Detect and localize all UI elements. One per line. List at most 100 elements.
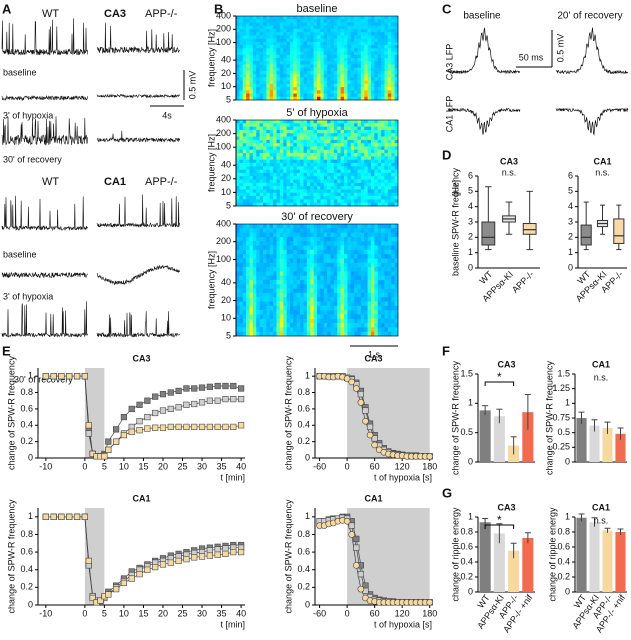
spectrogram-cell <box>269 267 274 272</box>
spectrogram-cell <box>310 22 314 26</box>
spectrogram-cell <box>337 48 341 52</box>
spectrogram-cell <box>269 54 274 59</box>
spectrogram-cell <box>266 139 271 144</box>
spectrogram-cell <box>320 16 325 20</box>
spectrogram-cell <box>296 87 301 91</box>
y-tick-label: 6 <box>568 170 573 180</box>
spectrogram-cell <box>357 176 362 180</box>
spectrogram-cell <box>313 90 318 94</box>
spectrogram-cell <box>360 61 365 65</box>
spectrogram-cell <box>354 236 358 242</box>
spectrogram-cell <box>239 305 244 311</box>
spectrogram-cell <box>323 249 328 255</box>
y-tick-label: 4 <box>568 201 573 211</box>
spectrogram-cell <box>263 254 267 259</box>
spectrogram-cell <box>290 159 294 164</box>
spectrogram-cell <box>344 70 348 75</box>
spectrogram-cell <box>300 28 304 33</box>
spectrogram-cell <box>303 156 308 160</box>
spectrogram-cell <box>381 67 385 72</box>
spectrogram-cell <box>340 271 345 276</box>
spectrogram-cell <box>242 192 247 197</box>
spectrogram-cell <box>266 189 271 194</box>
spectrogram-cell <box>330 51 335 56</box>
spectrogram-cell <box>381 318 385 324</box>
spectrogram-cell <box>387 45 392 49</box>
spectrogram-cell <box>320 28 325 33</box>
spectrogram-cell <box>374 176 379 180</box>
spectrogram-cell <box>340 146 345 151</box>
spectrogram-cell <box>279 301 284 307</box>
spectrogram-cell <box>347 172 352 177</box>
spectrogram-cell <box>391 249 395 255</box>
spectrogram-cell <box>371 35 375 39</box>
spectrogram-cell <box>381 301 385 307</box>
spectrogram-cell <box>323 310 328 315</box>
spectrogram-cell <box>371 331 375 337</box>
spectrogram-cell <box>381 143 385 147</box>
spectrogram-cell <box>347 232 352 238</box>
spectrogram-cell <box>344 331 348 337</box>
spectrogram-cell <box>242 323 247 328</box>
y-tick-label: 0.2 <box>20 436 33 446</box>
spectrogram-cell <box>273 172 277 177</box>
spectrogram-cell <box>296 202 301 207</box>
spectrogram-cell <box>371 77 375 81</box>
spectrogram-cell <box>364 123 368 127</box>
spectrogram-cell <box>276 28 281 33</box>
spectrogram-cell <box>249 123 254 127</box>
spectrogram-cell <box>344 310 348 315</box>
chart-title: CA3 <box>132 353 150 363</box>
spectrogram-cell <box>313 80 318 85</box>
spectrogram-cell <box>306 176 311 180</box>
spectrogram-cell <box>266 202 271 207</box>
spectrogram-cell <box>283 96 287 101</box>
spectrogram-cell <box>394 45 399 49</box>
spectrogram-cell <box>306 172 311 177</box>
spectrogram-cell <box>313 129 318 134</box>
spectrogram-cell <box>252 236 257 242</box>
spectrogram-cell <box>273 163 277 167</box>
spectrogram-cell <box>371 292 375 298</box>
spectrogram-cell <box>313 249 318 255</box>
spectrogram-cell <box>306 25 311 30</box>
spectrogram-cell <box>367 77 372 81</box>
spectrogram-cell <box>367 202 372 207</box>
spectrogram-cell <box>296 179 301 184</box>
spectrogram-cell <box>374 166 379 170</box>
spectrogram-cell <box>242 120 247 124</box>
spectrogram-cell <box>360 288 365 294</box>
spectrogram-cell <box>273 288 277 294</box>
spectrogram-cell <box>266 64 271 68</box>
spectrogram-cell <box>263 202 267 207</box>
spectrogram-cell <box>266 54 271 59</box>
spectrogram-cell <box>344 41 348 46</box>
spectrogram-cell <box>333 232 338 238</box>
spectrogram-cell <box>391 182 395 187</box>
spectrogram-cell <box>344 90 348 94</box>
spectrogram-cell <box>246 236 250 242</box>
scale-label: 4s <box>162 110 172 120</box>
spectrogram-cell <box>387 202 392 207</box>
spectrogram-cell <box>357 275 362 281</box>
spectrogram-cell <box>239 129 244 134</box>
spectrogram-cell <box>263 156 267 160</box>
spectrogram-cell <box>371 51 375 56</box>
spectrogram-cell <box>239 297 244 302</box>
spectrogram-cell <box>286 318 291 324</box>
spectrogram-cell <box>293 149 298 154</box>
spectrogram-cell <box>310 327 314 332</box>
spectrogram-cell <box>259 64 264 68</box>
spectrogram-cell <box>340 133 345 137</box>
spectrogram-cell <box>317 267 321 272</box>
spectrogram-cell <box>354 32 358 36</box>
spectrogram-cell <box>323 77 328 81</box>
spectrogram-cell <box>350 45 355 49</box>
spectrogram-cell <box>377 48 382 52</box>
spectrogram-cell <box>317 80 321 85</box>
spectrogram-cell <box>344 120 348 124</box>
spectrogram-cell <box>357 38 362 43</box>
spectrogram-cell <box>239 301 244 307</box>
spectrogram-cell <box>246 179 250 184</box>
spectrogram-cell <box>354 51 358 56</box>
